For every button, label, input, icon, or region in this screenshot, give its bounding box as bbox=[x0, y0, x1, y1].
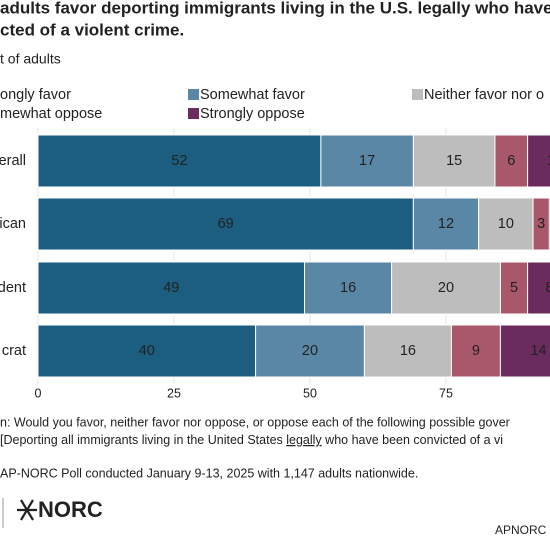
bar-segment bbox=[527, 261, 550, 315]
value-label: 8 bbox=[545, 280, 550, 296]
bar-segment bbox=[499, 324, 550, 378]
legend-label: Strongly oppose bbox=[200, 106, 305, 122]
note: [Deporting all immigrants living in the … bbox=[0, 433, 503, 447]
note: n: Would you favor, neither favor nor op… bbox=[0, 415, 510, 429]
bar-segment bbox=[412, 197, 480, 251]
value-label: 14 bbox=[530, 343, 546, 359]
value-label: 52 bbox=[171, 153, 187, 169]
legend-label: Neither favor nor o bbox=[424, 87, 544, 103]
value-label: 40 bbox=[139, 343, 155, 359]
legend-swatch bbox=[188, 89, 199, 100]
note-part: who have been convicted of a vi bbox=[322, 433, 503, 447]
value-label: 20 bbox=[302, 343, 318, 359]
x-tick-label: 25 bbox=[167, 386, 181, 400]
value-label: 16 bbox=[400, 343, 416, 359]
legend-label: Somewhat favor bbox=[200, 87, 305, 103]
bar-segment bbox=[320, 134, 414, 188]
bar-segment bbox=[527, 134, 550, 188]
value-label: 6 bbox=[507, 153, 515, 169]
logo-mark bbox=[17, 499, 37, 521]
y-tick-label: ican bbox=[0, 216, 26, 232]
chart-title: cted of a violent crime. bbox=[0, 20, 184, 39]
chart-subtitle: t of adults bbox=[0, 51, 61, 67]
y-tick-label: ident bbox=[0, 280, 26, 296]
legend-label: mewhat oppose bbox=[0, 106, 102, 122]
value-label: 15 bbox=[446, 153, 462, 169]
bar-segment bbox=[363, 324, 452, 378]
value-label: 10 bbox=[498, 216, 514, 232]
legend-swatch bbox=[188, 108, 199, 119]
value-label: 17 bbox=[359, 153, 375, 169]
bar-segment bbox=[391, 261, 501, 315]
bar-segment bbox=[37, 324, 257, 378]
bar-segment bbox=[37, 261, 306, 315]
note-part: [Deporting all immigrants living in the … bbox=[0, 433, 286, 447]
value-label: 12 bbox=[438, 216, 454, 232]
value-label: 16 bbox=[340, 280, 356, 296]
y-tick-label: crat bbox=[2, 343, 26, 359]
chart-title: adults favor deporting immigrants living… bbox=[0, 0, 550, 17]
value-label: 20 bbox=[438, 280, 454, 296]
logo: NORC bbox=[38, 497, 103, 522]
value-label: 10 bbox=[547, 153, 550, 169]
value-label: 49 bbox=[163, 280, 179, 296]
value-label: 3 bbox=[537, 216, 545, 232]
x-tick-label: 50 bbox=[303, 386, 317, 400]
bar-segment bbox=[499, 261, 529, 315]
x-tick-label: 75 bbox=[439, 386, 453, 400]
bar-segment bbox=[478, 197, 534, 251]
y-tick-label: erall bbox=[0, 153, 26, 169]
footer-brand: APNORC bbox=[495, 523, 547, 537]
value-label: 69 bbox=[218, 216, 234, 232]
bar-segment bbox=[37, 197, 414, 251]
bar-segment bbox=[37, 134, 322, 188]
source: AP-NORC Poll conducted January 9-13, 202… bbox=[0, 466, 418, 480]
value-label: 5 bbox=[510, 280, 518, 296]
value-label: 9 bbox=[472, 343, 480, 359]
bar-segment bbox=[450, 324, 501, 378]
legend-swatch bbox=[412, 89, 423, 100]
note-part: legally bbox=[286, 433, 322, 447]
bar-segment bbox=[255, 324, 365, 378]
bar-segment bbox=[304, 261, 393, 315]
legend-label: ongly favor bbox=[0, 87, 71, 103]
x-tick-label: 0 bbox=[35, 386, 42, 400]
